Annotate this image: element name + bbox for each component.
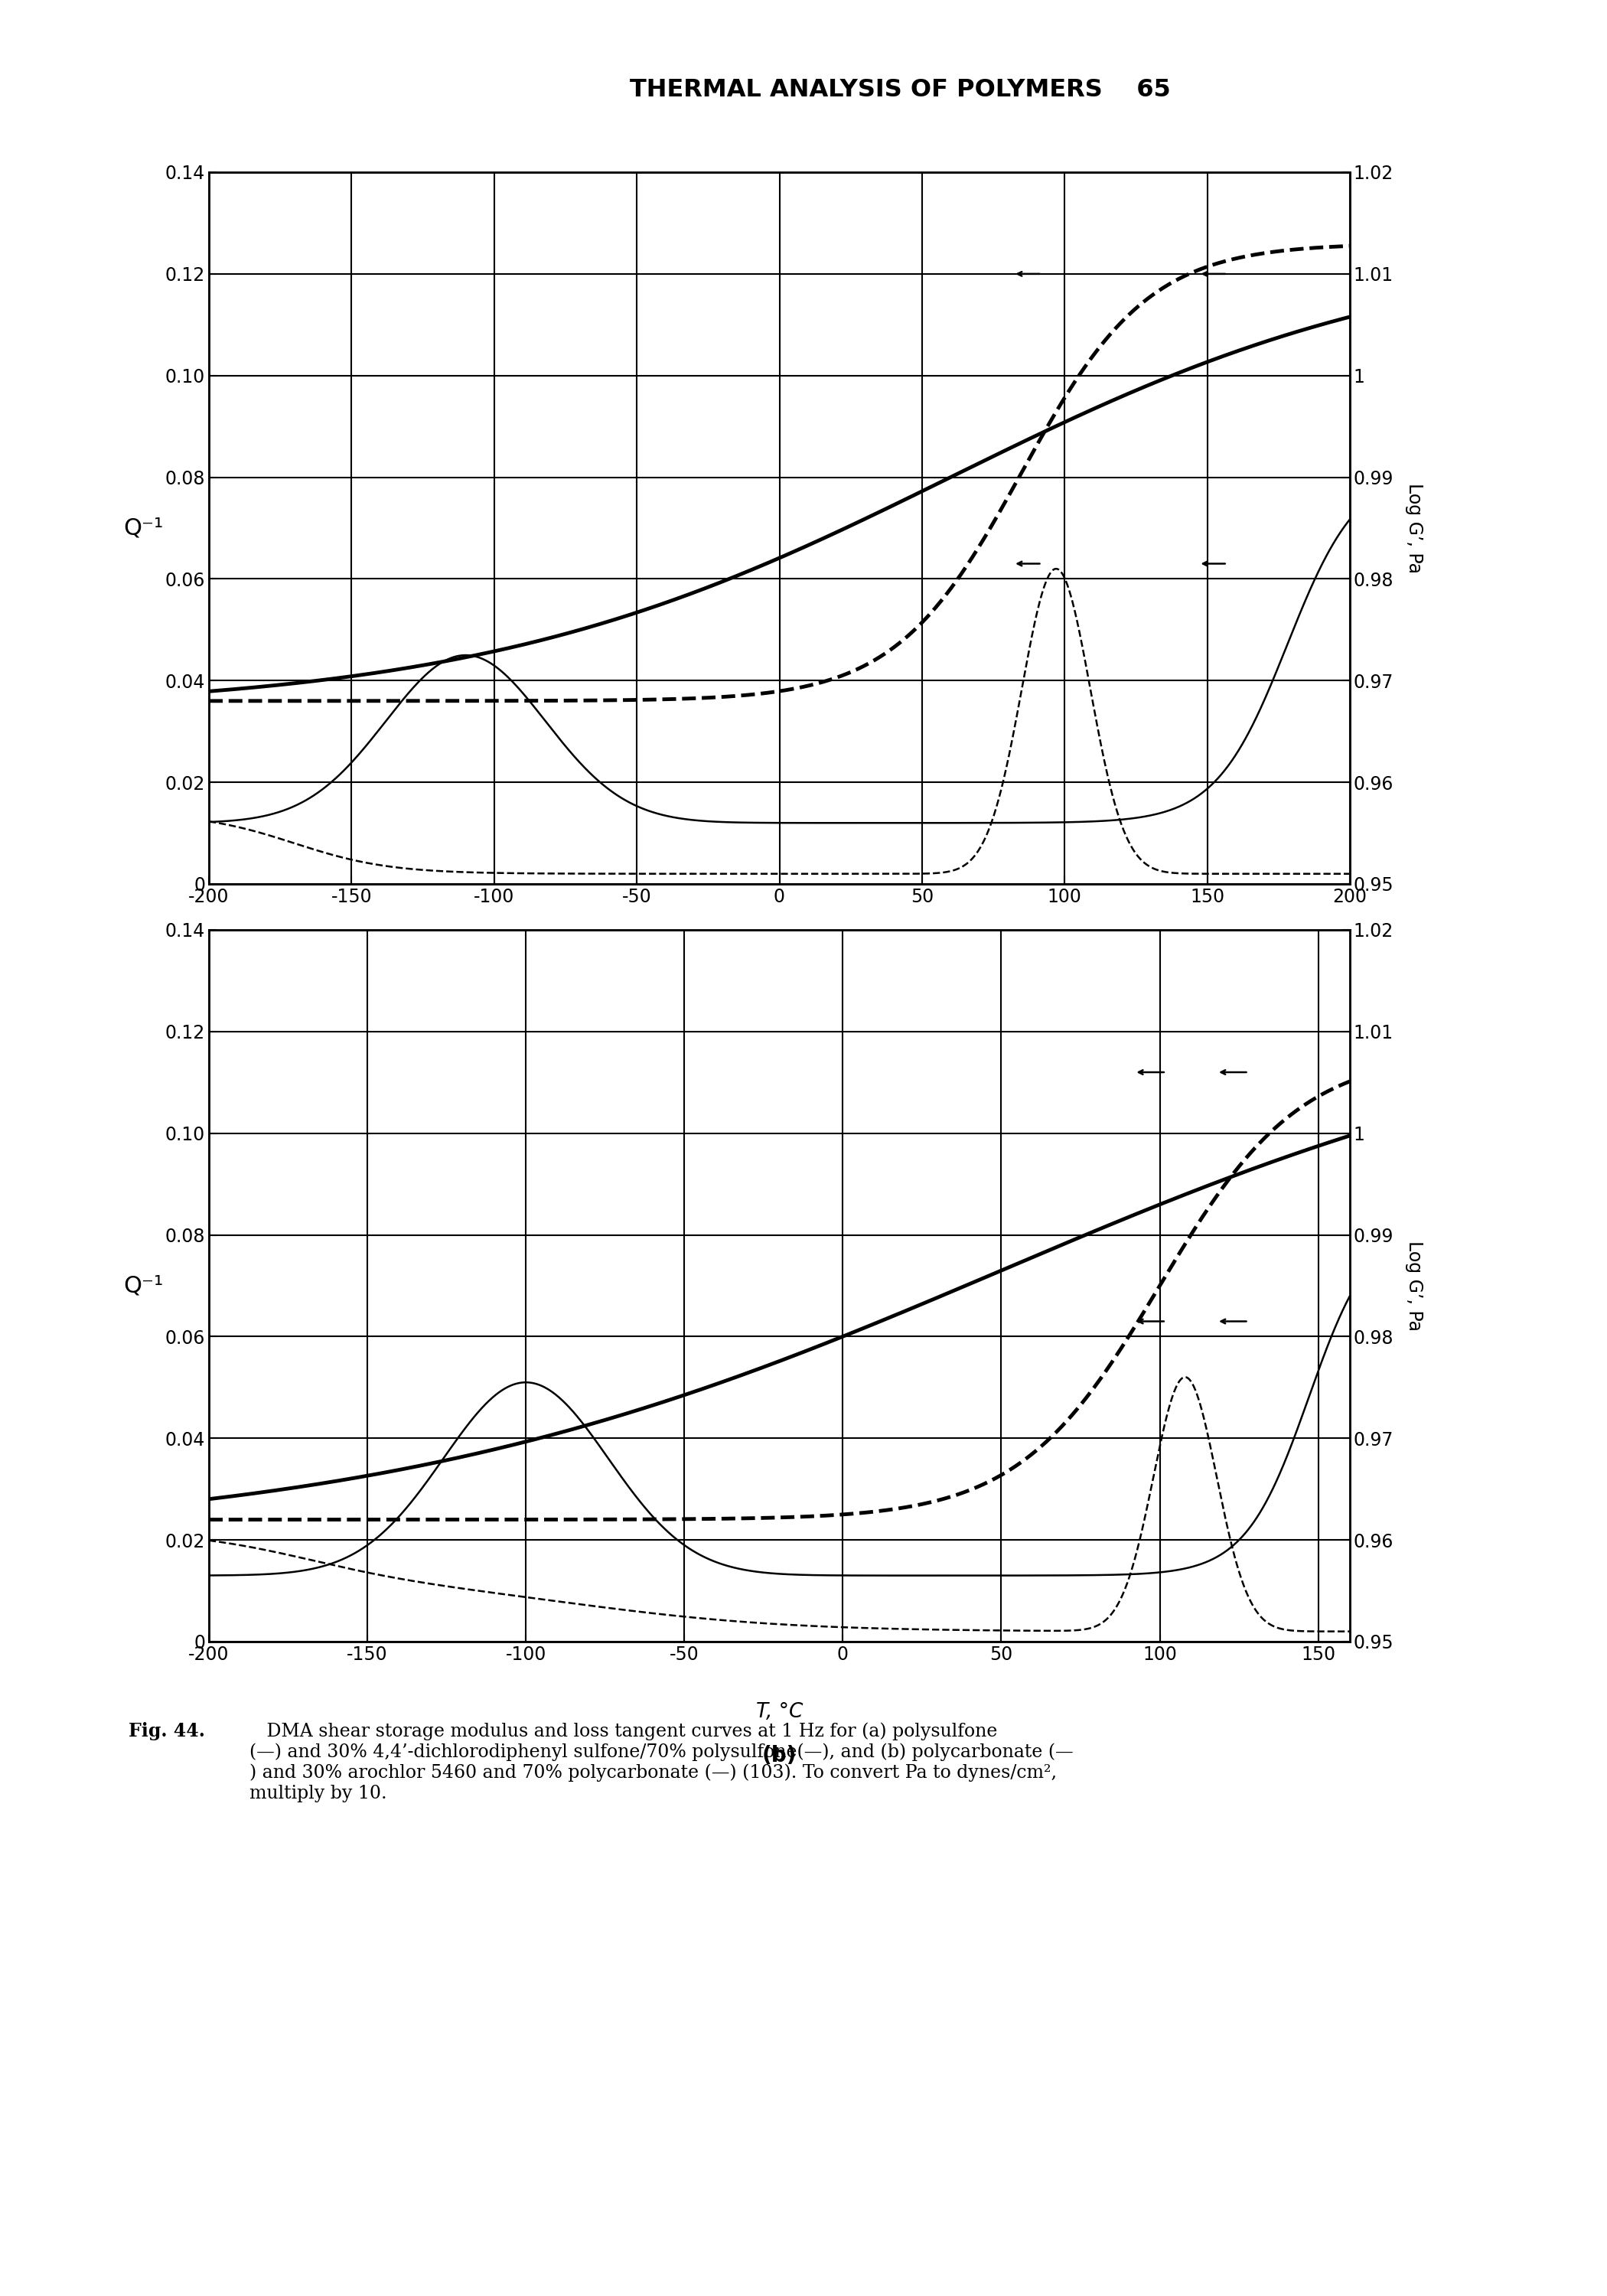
Text: DMA shear storage modulus and loss tangent curves at 1 Hz for (a) polysulfone
(—: DMA shear storage modulus and loss tange… [249, 1722, 1073, 1802]
Y-axis label: Log G’, Pa: Log G’, Pa [1405, 1240, 1424, 1332]
Text: (a): (a) [762, 987, 797, 1008]
Y-axis label: Q⁻¹: Q⁻¹ [124, 517, 164, 540]
Text: Fig. 44.: Fig. 44. [129, 1722, 206, 1740]
Y-axis label: Log G’, Pa: Log G’, Pa [1405, 482, 1424, 574]
Y-axis label: Q⁻¹: Q⁻¹ [124, 1274, 164, 1297]
Text: T, °C: T, °C [755, 944, 804, 964]
Text: (b): (b) [762, 1745, 797, 1766]
Text: T, °C: T, °C [755, 1701, 804, 1722]
Text: THERMAL ANALYSIS OF POLYMERS    65: THERMAL ANALYSIS OF POLYMERS 65 [630, 78, 1170, 101]
